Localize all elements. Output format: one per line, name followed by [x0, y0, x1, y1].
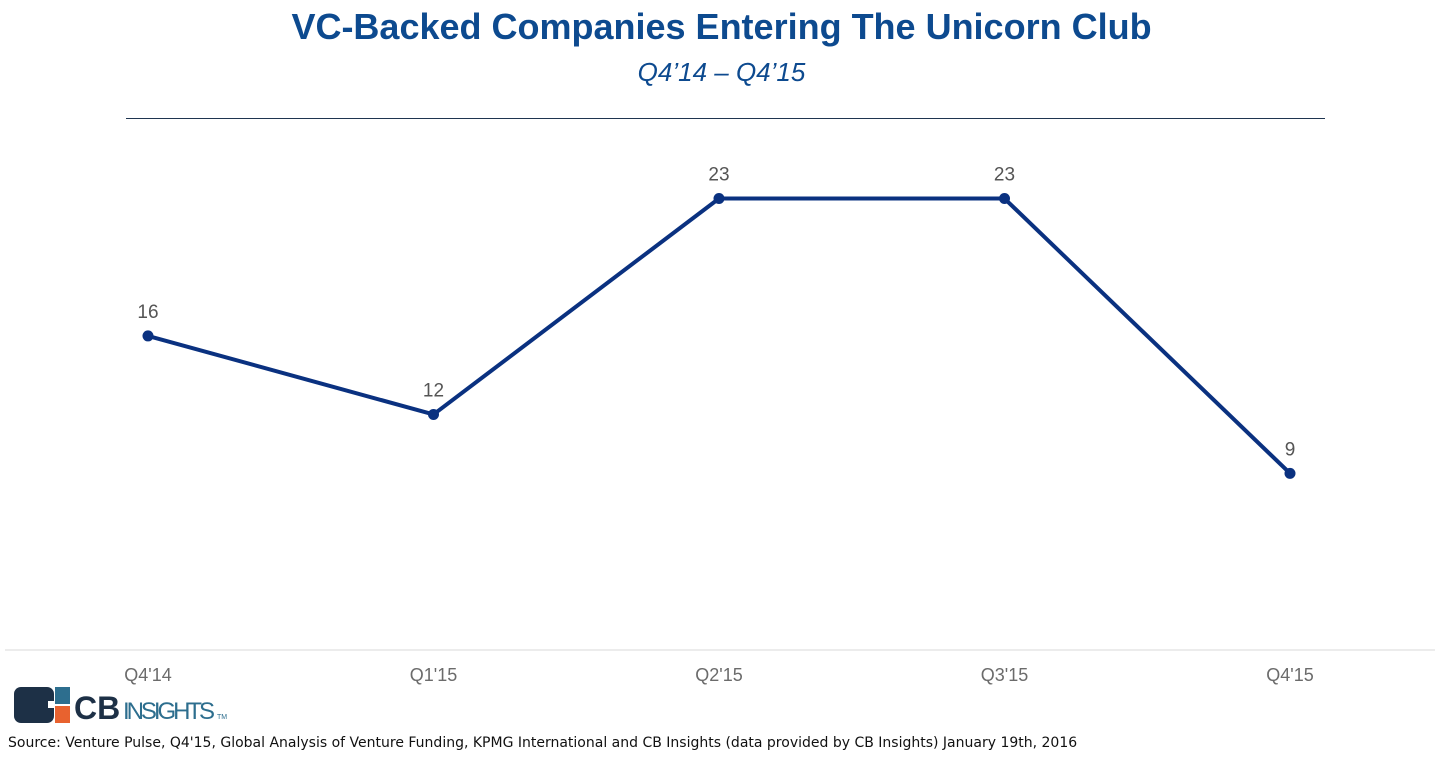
data-label: 23: [708, 165, 729, 186]
chart-title: VC-Backed Companies Entering The Unicorn…: [291, 6, 1152, 47]
x-tick-label: Q3'15: [981, 665, 1028, 685]
cb-insights-logo: CB INSIGHTS TM: [14, 686, 234, 731]
x-tick-label: Q2'15: [695, 665, 742, 685]
chart-subtitle: Q4’14 – Q4’15: [637, 57, 806, 87]
data-point: [1284, 467, 1296, 479]
svg-text:CB: CB: [74, 690, 120, 726]
title-divider: [126, 118, 1325, 119]
data-point: [713, 193, 725, 205]
data-label: 23: [994, 165, 1015, 186]
x-tick-label: Q4'15: [1266, 665, 1313, 685]
svg-text:INSIGHTS: INSIGHTS: [123, 698, 215, 725]
source-note: Source: Venture Pulse, Q4'15, Global Ana…: [8, 735, 1078, 751]
data-label: 12: [423, 380, 444, 401]
data-label: 16: [137, 302, 158, 323]
x-tick-label: Q4'14: [124, 665, 171, 685]
data-label: 9: [1285, 439, 1296, 460]
svg-text:TM: TM: [217, 714, 227, 721]
x-tick-label: Q1'15: [410, 665, 457, 685]
data-point: [142, 330, 154, 342]
data-point: [428, 408, 439, 420]
series-line: [147, 196, 1292, 475]
data-point: [999, 193, 1010, 205]
